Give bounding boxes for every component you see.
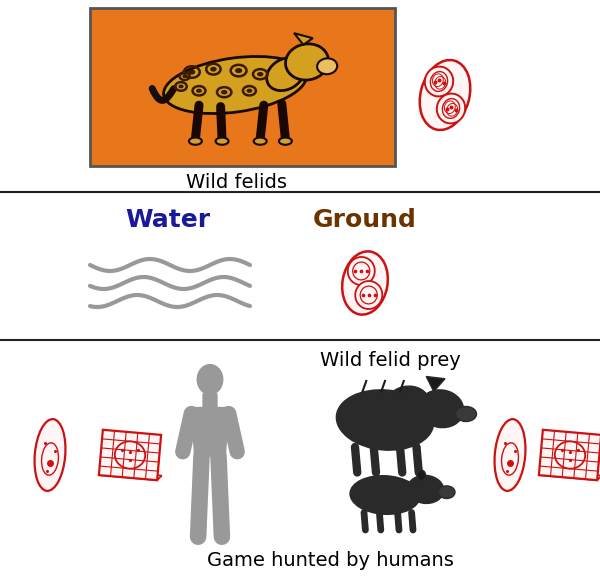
FancyBboxPatch shape <box>203 394 217 409</box>
Text: Water: Water <box>125 208 211 232</box>
Ellipse shape <box>196 89 202 93</box>
Ellipse shape <box>286 44 329 80</box>
Ellipse shape <box>355 281 382 309</box>
Ellipse shape <box>494 419 526 491</box>
Ellipse shape <box>254 138 266 145</box>
Polygon shape <box>99 470 162 480</box>
Ellipse shape <box>279 138 292 145</box>
Ellipse shape <box>215 138 229 145</box>
Ellipse shape <box>178 85 184 88</box>
Ellipse shape <box>385 386 430 424</box>
Bar <box>90 8 395 166</box>
Ellipse shape <box>337 390 434 450</box>
Ellipse shape <box>188 69 196 75</box>
Ellipse shape <box>266 58 304 91</box>
Ellipse shape <box>257 72 263 76</box>
Ellipse shape <box>419 390 464 427</box>
Polygon shape <box>539 470 600 480</box>
Ellipse shape <box>35 419 65 491</box>
Text: Wild felid prey: Wild felid prey <box>320 350 460 369</box>
Ellipse shape <box>438 486 455 499</box>
Ellipse shape <box>210 66 217 72</box>
Ellipse shape <box>164 56 307 113</box>
Ellipse shape <box>342 251 388 315</box>
Polygon shape <box>426 376 445 392</box>
Text: Wild felids: Wild felids <box>187 172 287 192</box>
Ellipse shape <box>317 58 337 74</box>
Ellipse shape <box>182 75 187 78</box>
Ellipse shape <box>455 406 476 422</box>
Ellipse shape <box>235 68 242 73</box>
Ellipse shape <box>348 257 375 285</box>
Text: Ground: Ground <box>313 208 417 232</box>
Ellipse shape <box>189 138 202 145</box>
Polygon shape <box>99 430 161 480</box>
Ellipse shape <box>417 470 425 480</box>
Ellipse shape <box>350 476 420 514</box>
Ellipse shape <box>197 365 223 395</box>
Ellipse shape <box>407 475 444 503</box>
Ellipse shape <box>420 60 470 130</box>
Ellipse shape <box>437 93 465 123</box>
Polygon shape <box>294 33 313 45</box>
Ellipse shape <box>221 90 227 95</box>
Text: Game hunted by humans: Game hunted by humans <box>206 550 454 570</box>
Ellipse shape <box>425 66 453 96</box>
Ellipse shape <box>247 89 253 93</box>
Polygon shape <box>191 407 229 456</box>
Polygon shape <box>539 430 600 480</box>
